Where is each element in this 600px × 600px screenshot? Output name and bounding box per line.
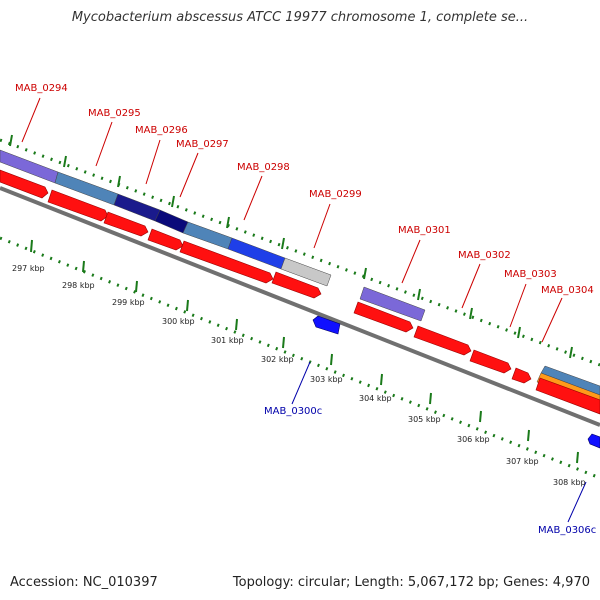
gene-label-0304: MAB_0304 xyxy=(541,285,594,296)
forward-gene-arrow-0303 xyxy=(469,349,512,374)
ruler-label-298: 298 kbp xyxy=(62,281,95,290)
gene-label-0301: MAB_0301 xyxy=(398,225,451,236)
gene-label-0300c: MAB_0300c xyxy=(264,406,322,417)
gene-label-0303: MAB_0303 xyxy=(504,269,557,280)
forward-gene-arrow-0301 xyxy=(353,301,414,333)
ruler-label-306: 306 kbp xyxy=(457,435,490,444)
ruler-label-299: 299 kbp xyxy=(112,298,145,307)
gene-label-0296: MAB_0296 xyxy=(135,125,188,136)
lower-major-ticks xyxy=(30,239,579,464)
reverse-label-leaders xyxy=(291,361,587,523)
forward-gene-arrow-0297 xyxy=(147,228,184,251)
gene-label-0294: MAB_0294 xyxy=(15,83,68,94)
gene-label-0297: MAB_0297 xyxy=(176,139,229,150)
topology-summary: Topology: circular; Length: 5,067,172 bp… xyxy=(232,575,590,590)
ruler-label-302: 302 kbp xyxy=(261,355,294,364)
gene-label-0302: MAB_0302 xyxy=(458,250,511,261)
ruler-label-301: 301 kbp xyxy=(211,336,244,345)
forward-gene-arrow-0299 xyxy=(271,271,322,299)
reverse-gene-arrow-0300c xyxy=(312,315,341,335)
forward-gene-arrow-0295 xyxy=(47,189,109,222)
ruler-label-308: 308 kbp xyxy=(553,478,586,487)
forward-gene-arrow-0304 xyxy=(535,377,600,415)
gene-label-0306c: MAB_0306c xyxy=(538,525,596,536)
forward-label-leaders xyxy=(21,97,563,343)
feature-strip-0299 xyxy=(280,257,332,287)
accession-text: Accession: NC_010397 xyxy=(10,575,158,590)
map-title: Mycobacterium abscessus ATCC 19977 chrom… xyxy=(71,10,529,25)
feature-strips xyxy=(0,149,600,405)
ruler-label-307: 307 kbp xyxy=(506,457,539,466)
forward-gene-arrow-0296 xyxy=(103,211,149,237)
ruler-label-305: 305 kbp xyxy=(408,415,441,424)
gene-label-0295: MAB_0295 xyxy=(88,108,141,119)
ruler-label-297: 297 kbp xyxy=(12,264,45,273)
forward-gene-arrow-0302 xyxy=(413,325,472,356)
ruler-label-303: 303 kbp xyxy=(310,375,343,384)
reverse-gene-arrow-0306c xyxy=(587,433,600,449)
feature-strip-0297 xyxy=(154,209,189,234)
forward-gene-arrow-0298 xyxy=(179,240,274,284)
gene-label-0298: MAB_0298 xyxy=(237,162,290,173)
forward-gene-arrows xyxy=(0,169,600,415)
gene-label-0299: MAB_0299 xyxy=(309,189,362,200)
feature-strip-0301 xyxy=(359,286,426,322)
forward-gene-arrow-0303b xyxy=(511,367,532,384)
backbone-line xyxy=(0,186,600,427)
ruler-label-304: 304 kbp xyxy=(359,394,392,403)
upper-major-ticks xyxy=(9,134,573,359)
ruler-label-300: 300 kbp xyxy=(162,317,195,326)
feature-strip-0304a xyxy=(540,365,600,396)
forward-gene-arrow-0294 xyxy=(0,169,49,199)
